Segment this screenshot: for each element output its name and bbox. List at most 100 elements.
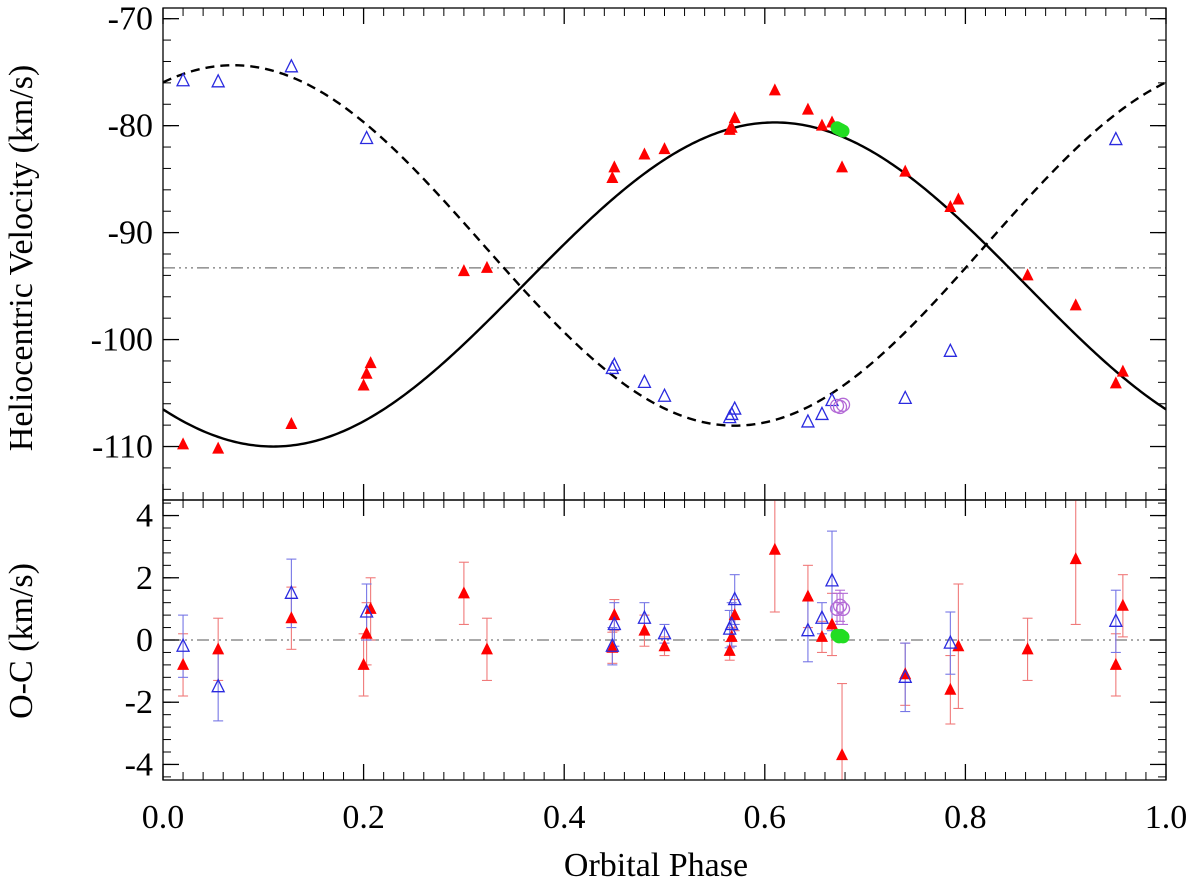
primary-residual-point [457,586,470,599]
primary-filled-triangle-point [357,378,370,391]
y-tick-label: 2 [136,560,153,597]
y-tick-label: -100 [91,322,153,359]
primary-filled-triangle-point [457,264,470,277]
secondary-residual-point [814,609,830,624]
purple-residual-point [832,598,848,613]
secondary-open-triangle-point [657,387,672,402]
primary-filled-triangle-point [725,120,738,133]
secondary-residual-point [359,603,374,618]
primary-filled-triangle-point [364,356,377,369]
x-axis-title: Orbital Phase [564,847,748,884]
secondary-open-triangle-point [284,58,299,73]
secondary-open-triangle-point [637,373,652,388]
primary-filled-triangle-point [177,437,190,450]
primary-residual-point [1069,552,1082,565]
primary-filled-triangle-point [815,118,828,131]
y-tick-label: -90 [108,215,153,252]
primary-residual-point [801,589,814,602]
secondary-residual-point [800,622,815,637]
secondary-open-triangle-point [211,73,226,88]
primary-residual-point [952,639,965,652]
primary-filled-triangle-point [212,441,225,454]
primary-filled-triangle-point [899,164,912,177]
secondary-open-triangle-point [814,405,830,421]
data-layer [163,500,1166,780]
secondary-open-triangle-point [607,356,622,371]
y-tick-label: -2 [125,684,153,721]
primary-residual-point [658,639,671,652]
primary-filled-triangle-point [1069,298,1082,311]
primary-residual-point [357,657,370,670]
primary-residual-point [608,608,621,621]
x-tick-label: 0.8 [944,799,987,836]
secondary-residual-point [637,609,652,624]
y-tick-label: 0 [136,622,153,659]
x-tick-label: 0.6 [744,799,787,836]
primary-residual-point [836,748,849,761]
primary-residual-point [638,623,651,636]
y-axis-title-bottom: O-C (km/s) [3,563,40,719]
secondary-open-triangle-point [727,400,742,415]
secondary-open-triangle-point [943,342,958,357]
primary-filled-triangle-point [360,366,373,379]
x-tick-label: 1.0 [1145,799,1188,836]
green-residual-point [836,630,850,644]
purple-residual-point [835,601,851,617]
primary-filled-triangle-point [944,199,957,212]
y-tick-label: -110 [92,429,153,466]
primary-residual-point [360,626,373,639]
primary-filled-triangle-point [1021,268,1034,281]
secondary-open-triangle-point [800,413,815,428]
purple-open-circle-point [832,399,848,415]
primary-residual-point [480,642,493,655]
data-layer [163,58,1166,454]
x-tick-label: 0.4 [543,799,586,836]
primary-residual-point [212,642,225,655]
secondary-residual-point [605,637,620,652]
secondary-residual-point [284,584,299,599]
secondary-residual-point [824,572,840,587]
primary-residual-point [177,657,190,670]
primary-filled-triangle-point [658,142,671,155]
primary-filled-triangle-point [1109,376,1122,389]
secondary-residual-point [898,668,913,683]
secondary-residual-point [211,678,226,693]
primary-residual-point [1021,642,1034,655]
green-filled-circle-point [836,124,850,138]
secondary-residual-point [943,634,958,649]
primary-residual-point [606,640,619,653]
primary-filled-triangle-point [836,160,849,173]
purple-open-circle-point [835,397,851,412]
primary-filled-triangle-point [606,171,619,184]
y-tick-label: -4 [125,746,153,783]
primary-residual-point [725,629,738,642]
residuals-panel: -4 -2 0 2 4 [125,498,1167,783]
purple-residual-point [829,601,845,617]
primary-residual-point [285,611,298,624]
primary-filled-triangle-point [608,160,621,173]
y-axis-title-top: Heliocentric Velocity (km/s) [3,65,40,451]
primary-filled-triangle-point [285,417,298,430]
secondary-residual-point [724,615,739,631]
primary-filled-triangle-point [638,147,651,160]
x-tick-label: 0.0 [142,799,185,836]
plot-frame [162,7,1167,501]
secondary-orbit-curve [163,64,1166,427]
x-tick-labels: 0.0 0.2 0.4 0.6 0.8 1.0 [142,799,1188,836]
primary-residual-point [826,617,839,630]
secondary-residual-point [1108,612,1123,627]
primary-filled-triangle-point [480,260,493,273]
primary-filled-triangle-point [1116,364,1129,377]
primary-residual-point [723,643,736,656]
secondary-residual-point [657,625,672,640]
secondary-open-triangle-point [1108,131,1123,146]
primary-orbit-curve [163,121,1166,448]
primary-residual-point [768,542,781,555]
primary-filled-triangle-point [801,102,814,115]
secondary-open-triangle-point [898,389,913,405]
secondary-open-triangle-point [176,72,191,87]
secondary-open-triangle-point [359,130,374,145]
secondary-residual-point [176,637,191,652]
primary-filled-triangle-point [768,83,781,96]
